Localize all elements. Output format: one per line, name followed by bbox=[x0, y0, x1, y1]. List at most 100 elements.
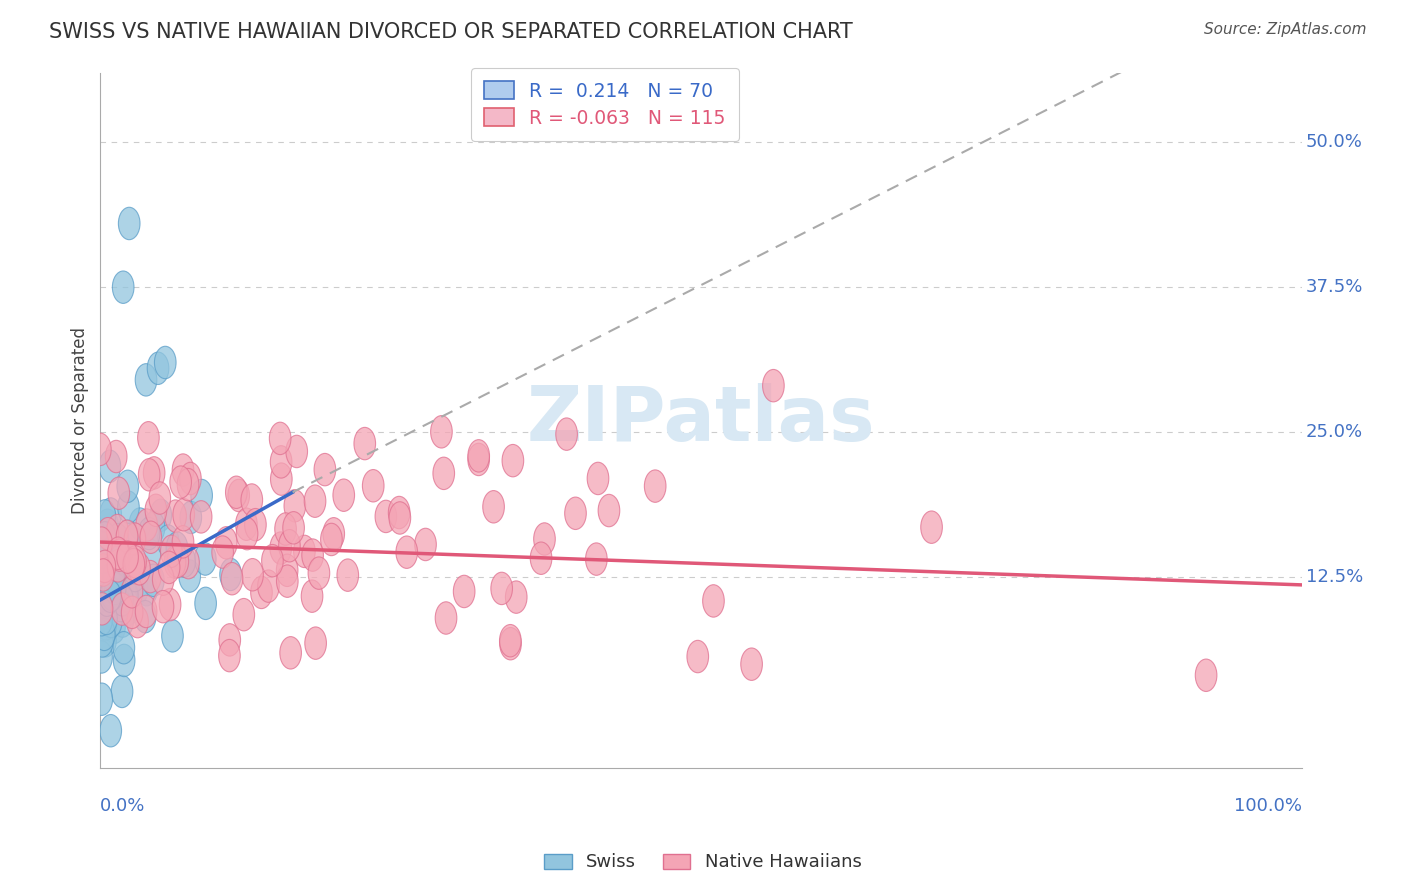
Ellipse shape bbox=[308, 557, 330, 590]
Ellipse shape bbox=[150, 499, 172, 532]
Ellipse shape bbox=[277, 565, 298, 598]
Ellipse shape bbox=[270, 422, 291, 455]
Ellipse shape bbox=[112, 271, 134, 303]
Ellipse shape bbox=[124, 559, 146, 591]
Ellipse shape bbox=[180, 462, 201, 495]
Ellipse shape bbox=[108, 539, 131, 572]
Ellipse shape bbox=[159, 551, 180, 583]
Ellipse shape bbox=[122, 552, 143, 584]
Ellipse shape bbox=[302, 539, 323, 571]
Ellipse shape bbox=[118, 491, 139, 524]
Ellipse shape bbox=[94, 597, 117, 630]
Ellipse shape bbox=[921, 511, 942, 543]
Ellipse shape bbox=[91, 565, 112, 597]
Ellipse shape bbox=[160, 535, 183, 567]
Ellipse shape bbox=[233, 599, 254, 631]
Ellipse shape bbox=[505, 581, 527, 614]
Ellipse shape bbox=[354, 427, 375, 459]
Ellipse shape bbox=[502, 444, 523, 477]
Ellipse shape bbox=[111, 583, 134, 616]
Ellipse shape bbox=[430, 416, 453, 448]
Ellipse shape bbox=[107, 537, 129, 569]
Ellipse shape bbox=[396, 536, 418, 568]
Ellipse shape bbox=[148, 352, 169, 384]
Ellipse shape bbox=[93, 569, 114, 601]
Ellipse shape bbox=[177, 547, 200, 579]
Ellipse shape bbox=[97, 517, 118, 550]
Ellipse shape bbox=[250, 576, 273, 608]
Ellipse shape bbox=[94, 500, 115, 533]
Ellipse shape bbox=[415, 528, 436, 561]
Ellipse shape bbox=[117, 580, 138, 613]
Ellipse shape bbox=[170, 466, 191, 499]
Ellipse shape bbox=[127, 606, 149, 638]
Ellipse shape bbox=[436, 602, 457, 634]
Text: 37.5%: 37.5% bbox=[1306, 278, 1364, 296]
Ellipse shape bbox=[741, 648, 762, 681]
Ellipse shape bbox=[305, 627, 326, 659]
Ellipse shape bbox=[225, 476, 247, 508]
Ellipse shape bbox=[91, 624, 114, 657]
Ellipse shape bbox=[274, 513, 297, 545]
Ellipse shape bbox=[93, 618, 115, 650]
Ellipse shape bbox=[93, 554, 114, 586]
Ellipse shape bbox=[688, 640, 709, 673]
Ellipse shape bbox=[110, 590, 132, 622]
Ellipse shape bbox=[112, 632, 135, 664]
Ellipse shape bbox=[323, 517, 344, 550]
Ellipse shape bbox=[162, 620, 183, 652]
Ellipse shape bbox=[236, 517, 257, 549]
Ellipse shape bbox=[212, 536, 233, 568]
Ellipse shape bbox=[121, 575, 143, 608]
Ellipse shape bbox=[104, 611, 125, 643]
Ellipse shape bbox=[304, 485, 326, 517]
Ellipse shape bbox=[107, 515, 128, 547]
Ellipse shape bbox=[145, 494, 167, 526]
Ellipse shape bbox=[468, 443, 489, 475]
Ellipse shape bbox=[100, 714, 121, 747]
Ellipse shape bbox=[388, 496, 411, 529]
Ellipse shape bbox=[96, 584, 118, 616]
Ellipse shape bbox=[453, 575, 475, 607]
Ellipse shape bbox=[482, 491, 505, 523]
Ellipse shape bbox=[90, 434, 111, 466]
Ellipse shape bbox=[138, 517, 160, 549]
Ellipse shape bbox=[375, 500, 396, 533]
Ellipse shape bbox=[139, 560, 162, 593]
Ellipse shape bbox=[195, 587, 217, 620]
Ellipse shape bbox=[262, 544, 283, 577]
Ellipse shape bbox=[565, 497, 586, 530]
Ellipse shape bbox=[389, 501, 411, 534]
Ellipse shape bbox=[270, 446, 292, 478]
Ellipse shape bbox=[277, 554, 298, 587]
Ellipse shape bbox=[703, 585, 724, 617]
Ellipse shape bbox=[108, 569, 129, 601]
Text: ZIPatlas: ZIPatlas bbox=[527, 384, 876, 458]
Ellipse shape bbox=[499, 627, 522, 660]
Legend: R =  0.214   N = 70, R = -0.063   N = 115: R = 0.214 N = 70, R = -0.063 N = 115 bbox=[471, 69, 740, 141]
Ellipse shape bbox=[283, 512, 304, 544]
Ellipse shape bbox=[180, 501, 201, 533]
Ellipse shape bbox=[129, 552, 150, 585]
Ellipse shape bbox=[194, 543, 217, 575]
Ellipse shape bbox=[101, 577, 122, 609]
Ellipse shape bbox=[135, 364, 157, 396]
Ellipse shape bbox=[219, 558, 242, 591]
Ellipse shape bbox=[270, 463, 292, 495]
Ellipse shape bbox=[91, 566, 112, 598]
Ellipse shape bbox=[337, 559, 359, 591]
Ellipse shape bbox=[236, 508, 257, 541]
Ellipse shape bbox=[333, 479, 354, 511]
Ellipse shape bbox=[257, 570, 280, 602]
Text: 50.0%: 50.0% bbox=[1306, 134, 1362, 152]
Ellipse shape bbox=[135, 595, 157, 628]
Ellipse shape bbox=[167, 545, 188, 578]
Y-axis label: Divorced or Separated: Divorced or Separated bbox=[72, 326, 89, 514]
Ellipse shape bbox=[91, 527, 112, 559]
Ellipse shape bbox=[100, 606, 122, 638]
Ellipse shape bbox=[172, 454, 194, 486]
Ellipse shape bbox=[129, 508, 150, 541]
Ellipse shape bbox=[314, 453, 336, 486]
Ellipse shape bbox=[240, 483, 263, 516]
Ellipse shape bbox=[117, 593, 139, 625]
